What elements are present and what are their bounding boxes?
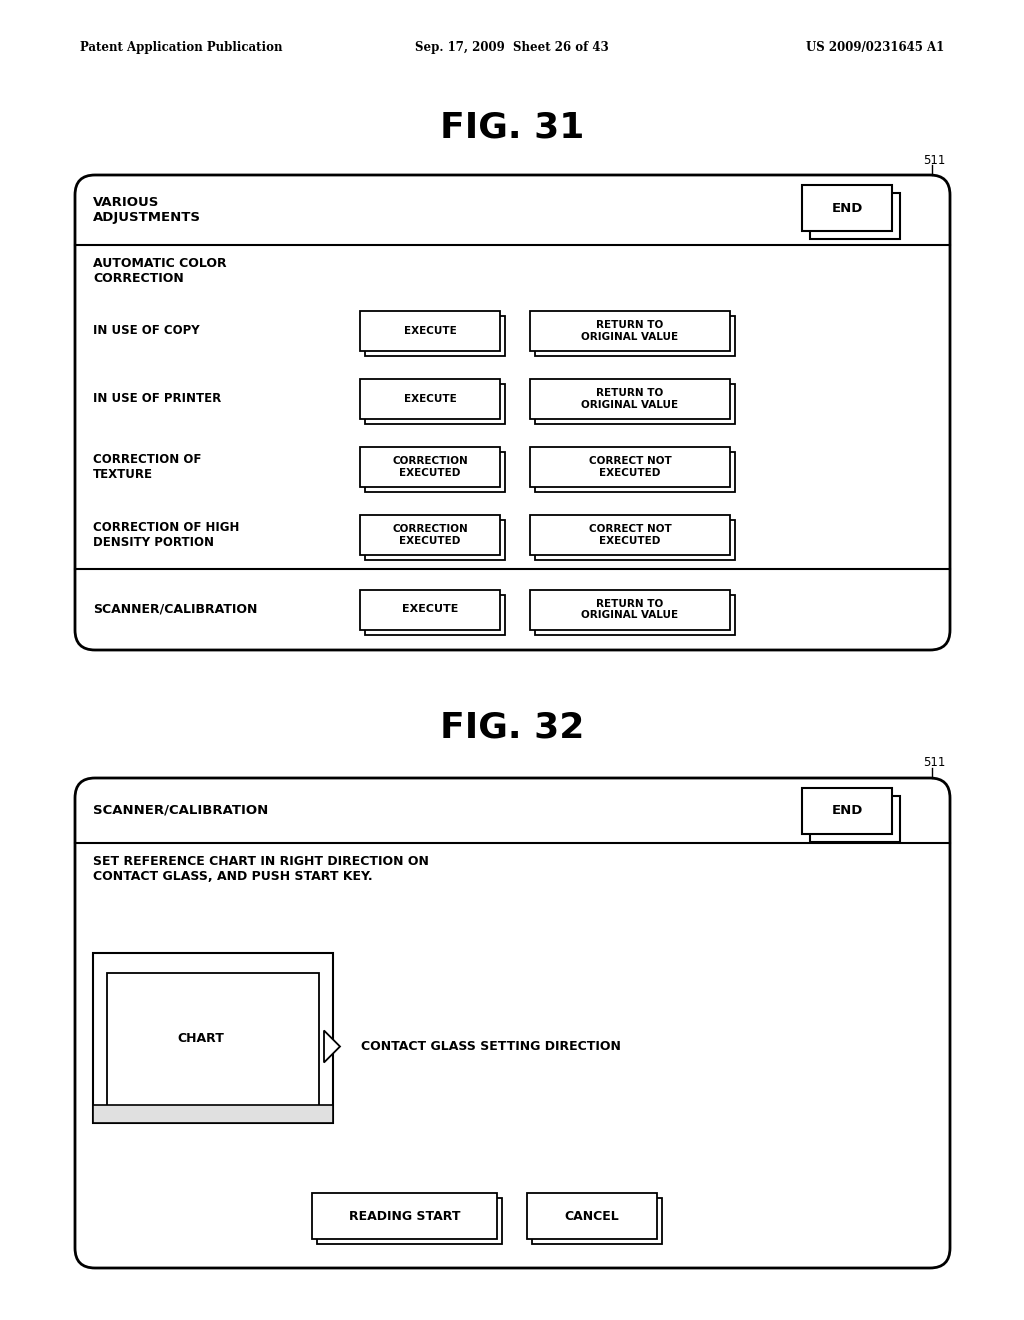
Text: CORRECTION OF
TEXTURE: CORRECTION OF TEXTURE xyxy=(93,453,202,480)
Text: END: END xyxy=(831,202,862,214)
FancyBboxPatch shape xyxy=(530,379,730,418)
Text: FIG. 32: FIG. 32 xyxy=(440,710,584,744)
Text: FIG. 31: FIG. 31 xyxy=(440,110,584,144)
FancyBboxPatch shape xyxy=(365,520,505,560)
Text: RETURN TO
ORIGINAL VALUE: RETURN TO ORIGINAL VALUE xyxy=(582,321,679,342)
FancyBboxPatch shape xyxy=(365,384,505,424)
Text: SCANNER/CALIBRATION: SCANNER/CALIBRATION xyxy=(93,804,268,817)
FancyBboxPatch shape xyxy=(365,594,505,635)
FancyBboxPatch shape xyxy=(527,1193,657,1239)
Text: RETURN TO
ORIGINAL VALUE: RETURN TO ORIGINAL VALUE xyxy=(582,388,679,409)
FancyBboxPatch shape xyxy=(535,520,735,560)
FancyBboxPatch shape xyxy=(810,796,900,842)
Text: READING START: READING START xyxy=(349,1209,460,1222)
Text: CORRECTION
EXECUTED: CORRECTION EXECUTED xyxy=(392,457,468,478)
FancyBboxPatch shape xyxy=(535,315,735,356)
FancyBboxPatch shape xyxy=(93,953,333,1123)
Text: CORRECT NOT
EXECUTED: CORRECT NOT EXECUTED xyxy=(589,524,672,545)
Text: EXECUTE: EXECUTE xyxy=(403,326,457,337)
FancyBboxPatch shape xyxy=(75,176,950,649)
FancyBboxPatch shape xyxy=(810,193,900,239)
FancyBboxPatch shape xyxy=(535,384,735,424)
Text: CORRECTION
EXECUTED: CORRECTION EXECUTED xyxy=(392,524,468,545)
Text: US 2009/0231645 A1: US 2009/0231645 A1 xyxy=(806,41,944,54)
Text: IN USE OF PRINTER: IN USE OF PRINTER xyxy=(93,392,221,405)
FancyBboxPatch shape xyxy=(535,594,735,635)
Text: 511: 511 xyxy=(923,153,945,166)
FancyBboxPatch shape xyxy=(530,515,730,554)
FancyBboxPatch shape xyxy=(360,515,500,554)
FancyBboxPatch shape xyxy=(312,1193,497,1239)
Text: RETURN TO
ORIGINAL VALUE: RETURN TO ORIGINAL VALUE xyxy=(582,599,679,620)
FancyBboxPatch shape xyxy=(530,590,730,630)
Text: EXECUTE: EXECUTE xyxy=(401,605,458,615)
FancyBboxPatch shape xyxy=(530,312,730,351)
FancyBboxPatch shape xyxy=(360,312,500,351)
Text: 511: 511 xyxy=(923,756,945,770)
FancyBboxPatch shape xyxy=(75,777,950,1269)
Text: CORRECT NOT
EXECUTED: CORRECT NOT EXECUTED xyxy=(589,457,672,478)
FancyBboxPatch shape xyxy=(802,185,892,231)
FancyBboxPatch shape xyxy=(360,379,500,418)
Text: Patent Application Publication: Patent Application Publication xyxy=(80,41,283,54)
FancyBboxPatch shape xyxy=(106,973,319,1114)
Text: END: END xyxy=(831,804,862,817)
FancyBboxPatch shape xyxy=(360,590,500,630)
FancyBboxPatch shape xyxy=(535,451,735,492)
Text: CANCEL: CANCEL xyxy=(564,1209,620,1222)
FancyBboxPatch shape xyxy=(93,1105,333,1123)
FancyBboxPatch shape xyxy=(360,447,500,487)
FancyBboxPatch shape xyxy=(802,788,892,834)
Text: CORRECTION OF HIGH
DENSITY PORTION: CORRECTION OF HIGH DENSITY PORTION xyxy=(93,521,240,549)
Text: AUTOMATIC COLOR
CORRECTION: AUTOMATIC COLOR CORRECTION xyxy=(93,257,226,285)
Polygon shape xyxy=(324,1031,340,1063)
Text: CHART: CHART xyxy=(177,1031,224,1044)
FancyBboxPatch shape xyxy=(532,1199,662,1243)
FancyBboxPatch shape xyxy=(365,451,505,492)
FancyBboxPatch shape xyxy=(530,447,730,487)
Text: EXECUTE: EXECUTE xyxy=(403,393,457,404)
Text: VARIOUS
ADJUSTMENTS: VARIOUS ADJUSTMENTS xyxy=(93,195,201,224)
Text: SET REFERENCE CHART IN RIGHT DIRECTION ON
CONTACT GLASS, AND PUSH START KEY.: SET REFERENCE CHART IN RIGHT DIRECTION O… xyxy=(93,855,429,883)
Text: CONTACT GLASS SETTING DIRECTION: CONTACT GLASS SETTING DIRECTION xyxy=(361,1040,621,1053)
Text: SCANNER/CALIBRATION: SCANNER/CALIBRATION xyxy=(93,603,257,616)
Text: IN USE OF COPY: IN USE OF COPY xyxy=(93,325,200,338)
Text: Sep. 17, 2009  Sheet 26 of 43: Sep. 17, 2009 Sheet 26 of 43 xyxy=(415,41,609,54)
FancyBboxPatch shape xyxy=(317,1199,502,1243)
FancyBboxPatch shape xyxy=(365,315,505,356)
